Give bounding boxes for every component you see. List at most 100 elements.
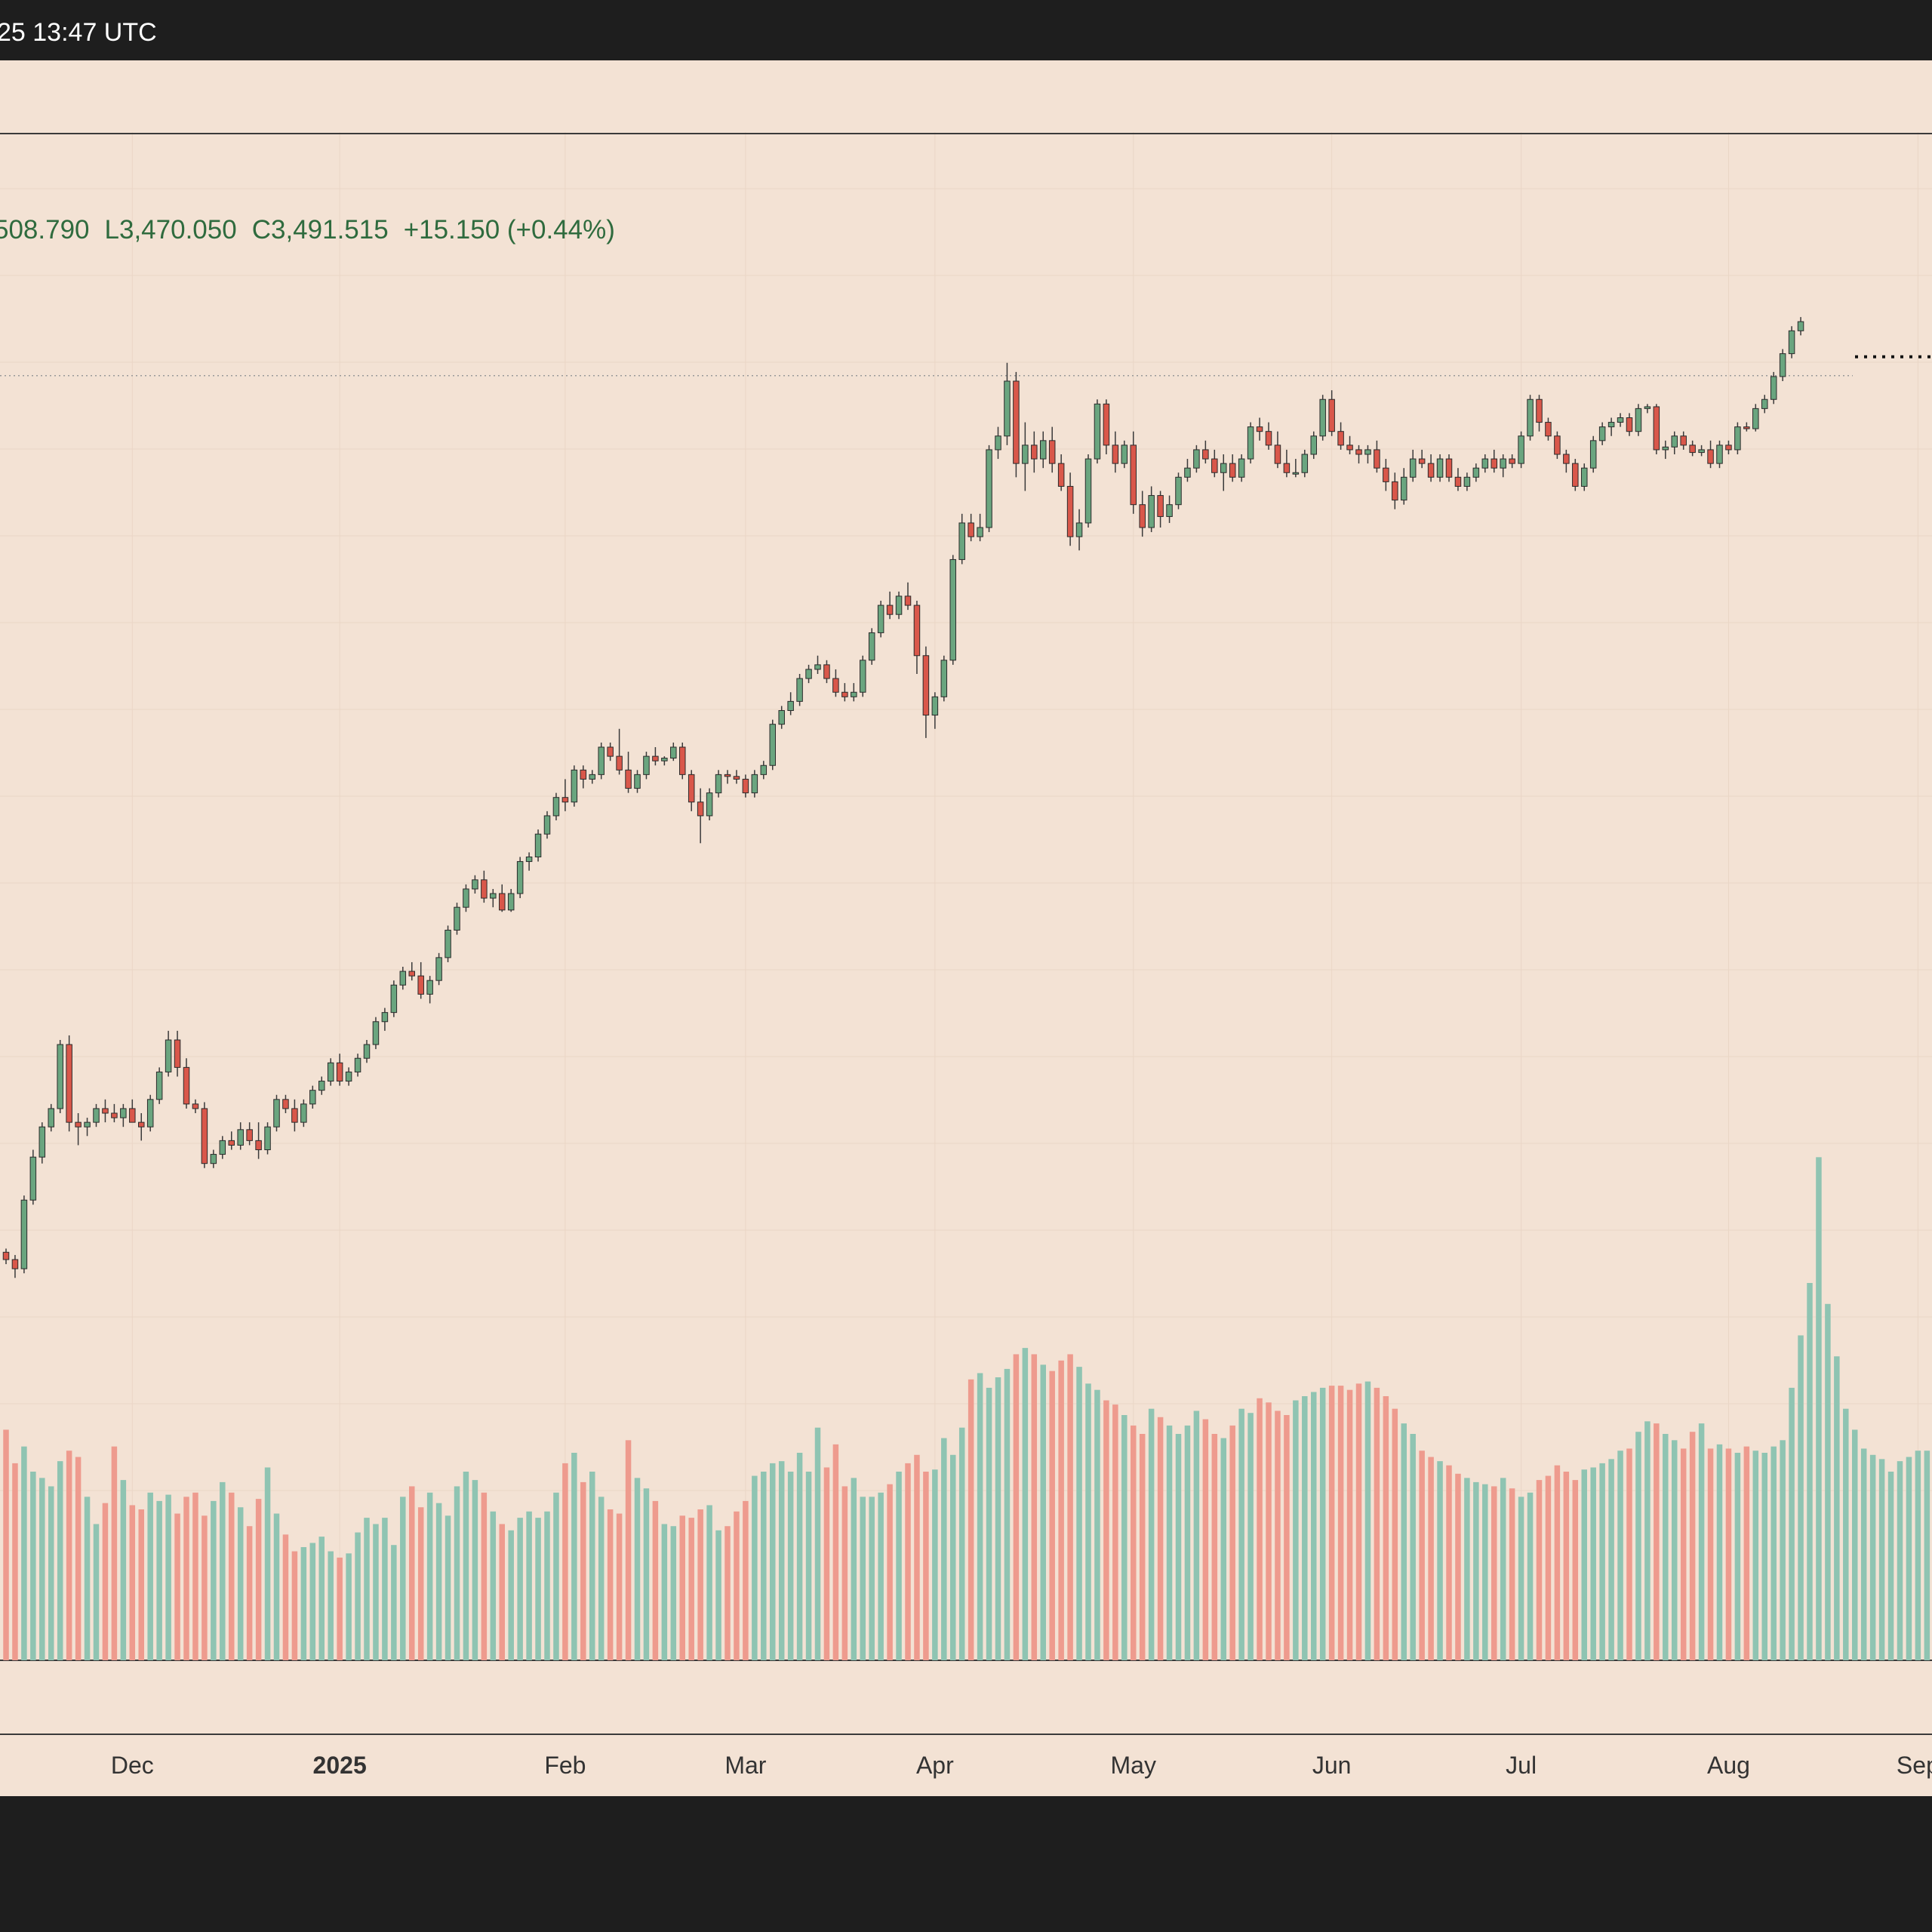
candle-body bbox=[237, 1129, 244, 1146]
legend-change: +15.150 (+0.44%) bbox=[403, 215, 615, 245]
volume-bar bbox=[841, 1486, 848, 1660]
volume-bar bbox=[1734, 1453, 1741, 1660]
candle-body bbox=[111, 1112, 118, 1118]
volume-bar bbox=[1067, 1354, 1073, 1660]
candle-body bbox=[1563, 454, 1570, 464]
candle-body bbox=[1013, 380, 1020, 464]
volume-bar bbox=[1635, 1432, 1641, 1660]
candle-body bbox=[968, 522, 974, 537]
candle-body bbox=[886, 605, 894, 615]
candle-body bbox=[1436, 458, 1444, 478]
volume-bar bbox=[454, 1486, 460, 1660]
volume-bar bbox=[1284, 1415, 1290, 1660]
candle-body bbox=[1157, 495, 1164, 517]
candle-body bbox=[940, 660, 948, 697]
candle-body bbox=[977, 527, 983, 537]
volume-bar bbox=[1383, 1396, 1389, 1660]
volume-bar bbox=[1022, 1348, 1029, 1660]
volume-bar bbox=[1419, 1451, 1425, 1660]
volume-bar bbox=[1672, 1440, 1678, 1660]
volume-bar bbox=[1437, 1461, 1443, 1660]
candle-body bbox=[958, 522, 965, 560]
chart-area[interactable]: Dec 2025 Feb Mar Apr May Jun Jul Aug Sep 508.790 L… bbox=[0, 60, 1932, 1796]
volume-bar bbox=[932, 1469, 938, 1660]
candle-body bbox=[1401, 476, 1407, 501]
volume-bar bbox=[102, 1503, 109, 1660]
candle-body bbox=[1130, 445, 1137, 506]
volume-bar bbox=[616, 1513, 623, 1660]
candle-body bbox=[472, 879, 478, 890]
candle-body bbox=[1554, 435, 1561, 455]
volume-bar bbox=[120, 1480, 127, 1660]
ohlc-legend: 508.790 L3,470.050 C3,491.515 +15.150 (+0.4… bbox=[0, 214, 630, 247]
candle-body bbox=[11, 1259, 19, 1269]
volume-bar bbox=[1509, 1488, 1515, 1660]
volume-bar bbox=[1202, 1419, 1209, 1660]
volume-bar bbox=[1816, 1157, 1822, 1660]
volume-bar bbox=[39, 1478, 45, 1660]
volume-bar bbox=[391, 1545, 397, 1660]
candle-body bbox=[507, 893, 515, 911]
candle-body bbox=[1671, 435, 1678, 448]
candle-body bbox=[1725, 445, 1732, 451]
candle-body bbox=[336, 1062, 343, 1082]
candle-body bbox=[1057, 463, 1065, 487]
candle-body bbox=[102, 1108, 109, 1114]
candle-body bbox=[1743, 426, 1750, 429]
candle-body bbox=[1716, 445, 1723, 464]
candle-body bbox=[1653, 406, 1660, 451]
candle-body bbox=[1572, 463, 1579, 487]
candle-body bbox=[1527, 398, 1534, 437]
volume-bar bbox=[147, 1492, 153, 1660]
volume-bar bbox=[156, 1500, 162, 1660]
volume-bar bbox=[1518, 1497, 1524, 1660]
candle-body bbox=[93, 1108, 100, 1123]
volume-bar bbox=[417, 1507, 424, 1660]
candle-body bbox=[543, 815, 551, 835]
volume-bar bbox=[1121, 1415, 1128, 1660]
volume-bar bbox=[887, 1484, 893, 1660]
volume-bar bbox=[282, 1534, 289, 1660]
volume-bar bbox=[1834, 1356, 1840, 1660]
x-tick-label: Sep bbox=[1897, 1752, 1932, 1779]
volume-bar bbox=[1572, 1480, 1579, 1660]
x-tick-label: Jun bbox=[1312, 1752, 1352, 1779]
candle-body bbox=[1545, 422, 1552, 437]
candle-body bbox=[931, 696, 939, 716]
volume-bar bbox=[1319, 1387, 1326, 1660]
volume-bar bbox=[445, 1515, 451, 1660]
volume-bar bbox=[472, 1480, 478, 1660]
candle-body bbox=[327, 1062, 334, 1082]
candle-body bbox=[129, 1108, 136, 1123]
volume-bar bbox=[318, 1537, 325, 1660]
volume-bar bbox=[220, 1481, 226, 1660]
volume-bar bbox=[860, 1497, 866, 1660]
volume-bar bbox=[1392, 1408, 1398, 1660]
volume-bar bbox=[526, 1511, 532, 1660]
volume-bar bbox=[1229, 1425, 1235, 1660]
candle-body bbox=[84, 1121, 91, 1128]
volume-bar bbox=[761, 1472, 767, 1660]
candle-body bbox=[66, 1044, 72, 1123]
candle-body bbox=[1617, 417, 1624, 423]
volume-bar bbox=[1311, 1392, 1317, 1660]
candle-body bbox=[1337, 431, 1344, 446]
volume-bar bbox=[1563, 1472, 1570, 1660]
volume-bar bbox=[426, 1492, 433, 1660]
volume-bar bbox=[355, 1532, 361, 1660]
candle-body bbox=[751, 774, 758, 794]
candle-body bbox=[300, 1103, 307, 1123]
volume-bar bbox=[508, 1530, 514, 1660]
candle-body bbox=[481, 879, 488, 899]
candle-body bbox=[670, 746, 677, 759]
candlestick-chart[interactable]: Dec 2025 Feb Mar Apr May Jun Jul Aug Sep bbox=[0, 60, 1932, 1796]
volume-bar bbox=[1915, 1451, 1921, 1660]
volume-bar bbox=[977, 1373, 983, 1660]
candle-body bbox=[814, 664, 821, 670]
volume-bar bbox=[896, 1472, 902, 1660]
volume-bar bbox=[21, 1446, 27, 1660]
candle-body bbox=[1445, 458, 1453, 478]
volume-bar bbox=[715, 1530, 721, 1660]
volume-bar bbox=[1897, 1461, 1903, 1660]
candle-body bbox=[1121, 445, 1128, 464]
